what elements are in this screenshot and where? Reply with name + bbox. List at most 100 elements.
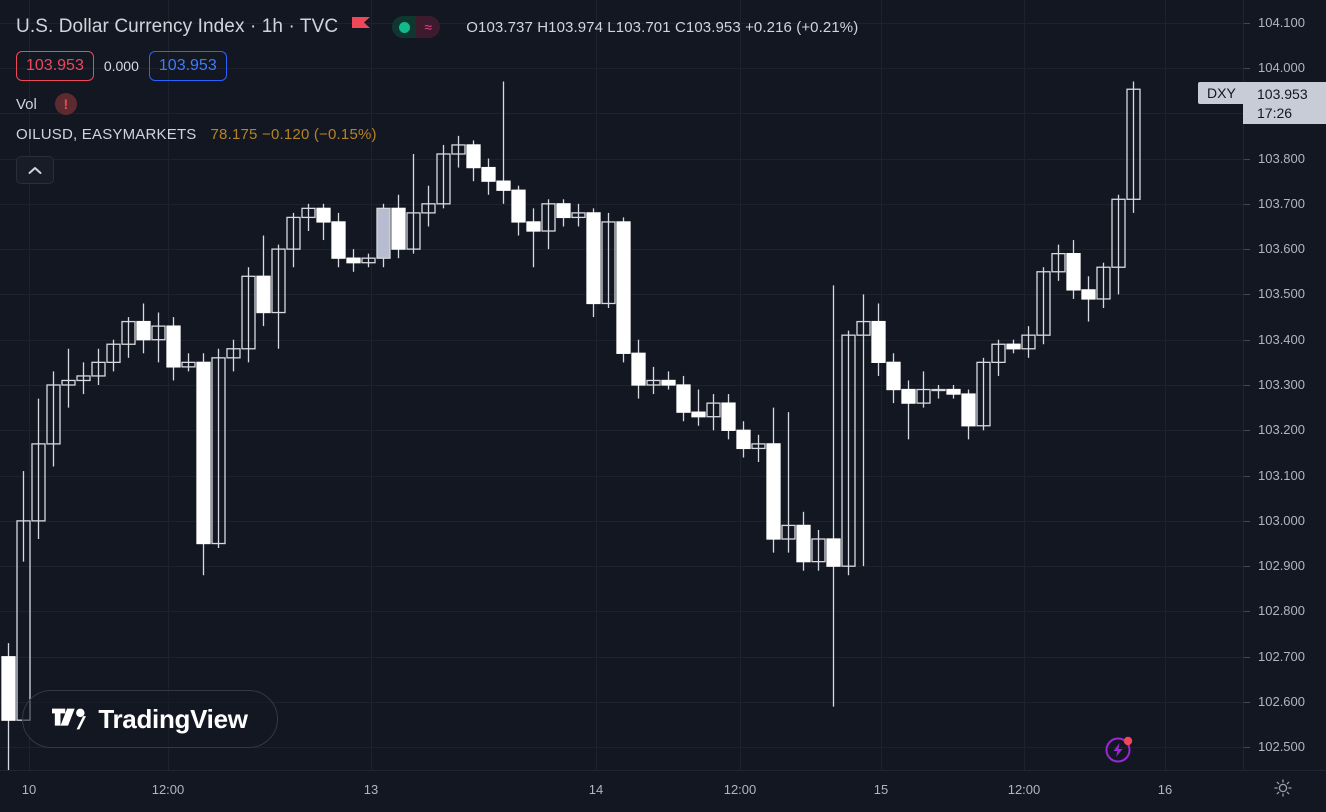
candle-body-up (76, 375, 91, 382)
candlestick (571, 203, 586, 227)
legend-symbol-row: U.S. Dollar Currency Index · 1h · TVC ≈ … (16, 14, 858, 40)
candlestick (901, 380, 916, 440)
grid-line-vertical (740, 0, 741, 770)
candle-body-down (346, 257, 361, 264)
candlestick (91, 348, 106, 385)
candle-body-down (826, 538, 841, 567)
legend-compare-row: OILUSD, EASYMARKETS 78.175 −0.120 (−0.15… (16, 126, 858, 146)
candle-body-up (106, 343, 121, 364)
candle-body-down (661, 379, 676, 386)
price-axis-label: 103.400 (1258, 332, 1305, 347)
price-tick-mark (1244, 249, 1250, 250)
candle-body-down (1081, 289, 1096, 300)
price-tick-mark (1244, 385, 1250, 386)
current-price-tag[interactable]: 103.953 17:26 (1243, 82, 1326, 124)
grid-line-horizontal (0, 385, 1243, 386)
price-tick-mark (1244, 430, 1250, 431)
legend-volume-row: Vol ! (16, 93, 858, 115)
grid-line-vertical (596, 0, 597, 770)
price-axis-label: 104.100 (1258, 15, 1305, 30)
candle-body-down (496, 180, 511, 191)
candle-body-down (1066, 252, 1081, 291)
ohlc-values: O103.737 H103.974 L103.701 C103.953 +0.2… (466, 18, 859, 36)
candlestick (226, 339, 241, 372)
warning-icon[interactable]: ! (54, 93, 77, 115)
grid-line-horizontal (0, 657, 1243, 658)
indicator-value-left[interactable]: 103.953 (16, 51, 94, 81)
compare-symbol-name[interactable]: OILUSD, EASYMARKETS (16, 126, 197, 143)
candle-body-down (886, 361, 901, 391)
candle-body-up (421, 203, 436, 214)
candle-body-up (706, 402, 721, 418)
candlestick (826, 285, 841, 707)
time-axis-label: 12:00 (1007, 782, 1041, 797)
candlestick (211, 348, 226, 549)
grid-line-horizontal (0, 430, 1243, 431)
candle-body-down (481, 166, 496, 182)
candlestick (946, 385, 961, 399)
price-axis-label: 103.000 (1258, 513, 1305, 528)
symbol-tag-dxy[interactable]: DXY (1198, 82, 1245, 104)
lightning-bolt-icon[interactable] (1104, 734, 1134, 764)
time-axis-label: 16 (1157, 782, 1173, 797)
candle-body-up (286, 216, 301, 250)
candlestick-series (1, 81, 1141, 770)
candlestick (1, 643, 16, 770)
candle-body-down (196, 361, 211, 545)
price-axis-label: 102.500 (1258, 739, 1305, 754)
indicator-value-right[interactable]: 103.953 (148, 51, 227, 81)
candlestick (646, 366, 661, 395)
candlestick (121, 317, 136, 358)
compare-last: 78.175 (210, 126, 258, 143)
candlestick (886, 353, 901, 404)
market-open-dot-icon (392, 16, 417, 38)
price-tick-mark (1244, 521, 1250, 522)
exchange-status-toggle[interactable]: ≈ (392, 16, 441, 38)
collapse-legend-button[interactable] (16, 156, 54, 184)
candle-body-down (946, 388, 961, 395)
candle-body-up (1096, 266, 1111, 300)
time-axis[interactable]: 10 12:00 13 14 12:00 15 12:00 16 (0, 770, 1326, 812)
candlestick (61, 348, 76, 408)
compare-change-pct: (−0.15%) (313, 126, 377, 143)
candle-body-up (151, 325, 166, 341)
candle-body-down (511, 189, 526, 223)
candle-body-up (931, 388, 946, 392)
candle-body-down (1, 656, 16, 721)
grid-line-horizontal (0, 747, 1243, 748)
symbol-title[interactable]: U.S. Dollar Currency Index · 1h · TVC (16, 16, 339, 37)
candlestick (31, 398, 46, 539)
grid-line-vertical (29, 0, 30, 770)
chevron-up-icon (28, 166, 42, 174)
candle-body-up (781, 524, 796, 540)
tradingview-logo-icon (52, 708, 87, 730)
grid-line-horizontal (0, 159, 1243, 160)
chart-legend: U.S. Dollar Currency Index · 1h · TVC ≈ … (16, 14, 858, 184)
grid-line-horizontal (0, 611, 1243, 612)
price-tick-mark (1244, 476, 1250, 477)
candlestick (451, 135, 466, 168)
candle-body-up (541, 203, 556, 232)
candlestick (256, 235, 271, 327)
price-axis[interactable]: 104.100 104.000 103.800 103.700 103.600 103.5… (1243, 0, 1326, 770)
time-axis-label: 14 (588, 782, 604, 797)
price-tick-mark (1244, 566, 1250, 567)
chart-plot-area[interactable] (0, 0, 1243, 770)
price-tick-mark (1244, 611, 1250, 612)
flag-icon[interactable] (352, 17, 371, 37)
candle-body-up (1036, 271, 1051, 336)
theme-sun-icon[interactable] (1274, 779, 1292, 797)
price-axis-label: 102.900 (1258, 558, 1305, 573)
candlestick (751, 434, 766, 462)
candle-body-up (601, 221, 616, 305)
candlestick (556, 199, 571, 227)
candlestick (841, 330, 856, 576)
volume-label[interactable]: Vol (16, 95, 37, 113)
candlestick (346, 249, 361, 272)
price-axis-label: 103.300 (1258, 377, 1305, 392)
candlestick (436, 144, 451, 209)
grid-line-horizontal (0, 204, 1243, 205)
candlestick (1081, 276, 1096, 322)
candle-body-up (406, 212, 421, 250)
candlestick (151, 312, 166, 363)
